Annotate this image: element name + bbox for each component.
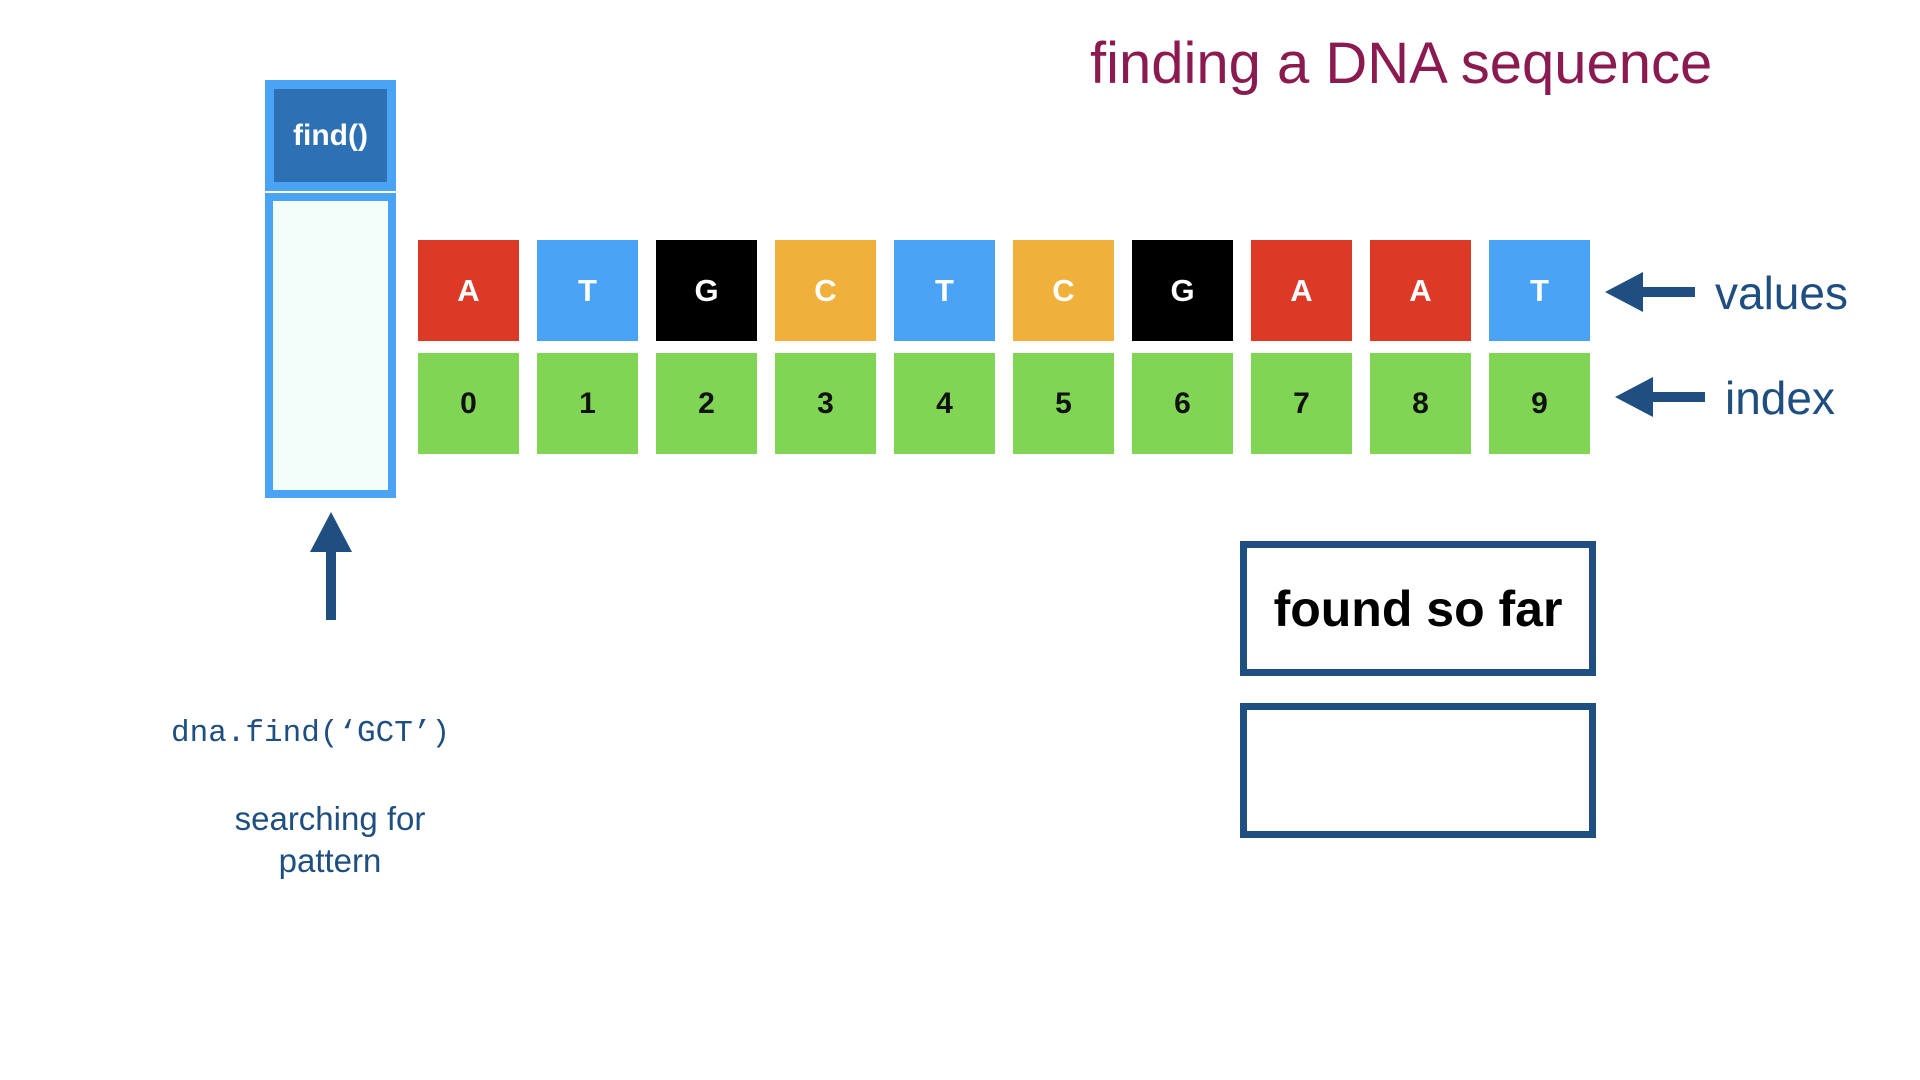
index-cell: 4 xyxy=(894,353,995,454)
value-cell: T xyxy=(894,240,995,341)
find-function-header: find() xyxy=(265,80,396,191)
index-cell: 0 xyxy=(418,353,519,454)
code-snippet: dna.find(‘GCT’) xyxy=(171,716,451,751)
value-cell: T xyxy=(537,240,638,341)
index-cell: 1 xyxy=(537,353,638,454)
page-title: finding a DNA sequence xyxy=(1090,31,1713,96)
value-cell: C xyxy=(1013,240,1114,341)
value-cell: A xyxy=(1370,240,1471,341)
index-cell: 5 xyxy=(1013,353,1114,454)
index-cell: 9 xyxy=(1489,353,1590,454)
value-cell: A xyxy=(1251,240,1352,341)
value-cell: G xyxy=(656,240,757,341)
index-row: 0 1 2 3 4 5 6 7 8 9 xyxy=(418,353,1590,454)
index-cell: 6 xyxy=(1132,353,1233,454)
index-label: index xyxy=(1725,372,1835,424)
index-cell: 2 xyxy=(656,353,757,454)
caption-line-2: pattern xyxy=(278,842,382,879)
found-so-far-box: found so far xyxy=(1240,541,1596,676)
index-cell: 3 xyxy=(775,353,876,454)
caption: searching for pattern xyxy=(190,798,470,882)
value-cell: T xyxy=(1489,240,1590,341)
value-cell: C xyxy=(775,240,876,341)
values-label: values xyxy=(1715,267,1848,319)
index-cell: 8 xyxy=(1370,353,1471,454)
index-cell: 7 xyxy=(1251,353,1352,454)
find-function-label: find() xyxy=(274,89,387,182)
values-arrow-icon xyxy=(1605,272,1695,312)
caption-line-1: searching for xyxy=(234,800,426,837)
value-cell: A xyxy=(418,240,519,341)
values-row: A T G C T C G A A T xyxy=(418,240,1590,341)
value-cell: G xyxy=(1132,240,1233,341)
up-arrow-icon xyxy=(310,512,352,620)
found-result-box xyxy=(1240,703,1596,838)
find-window xyxy=(265,193,396,498)
index-arrow-icon xyxy=(1615,377,1705,417)
